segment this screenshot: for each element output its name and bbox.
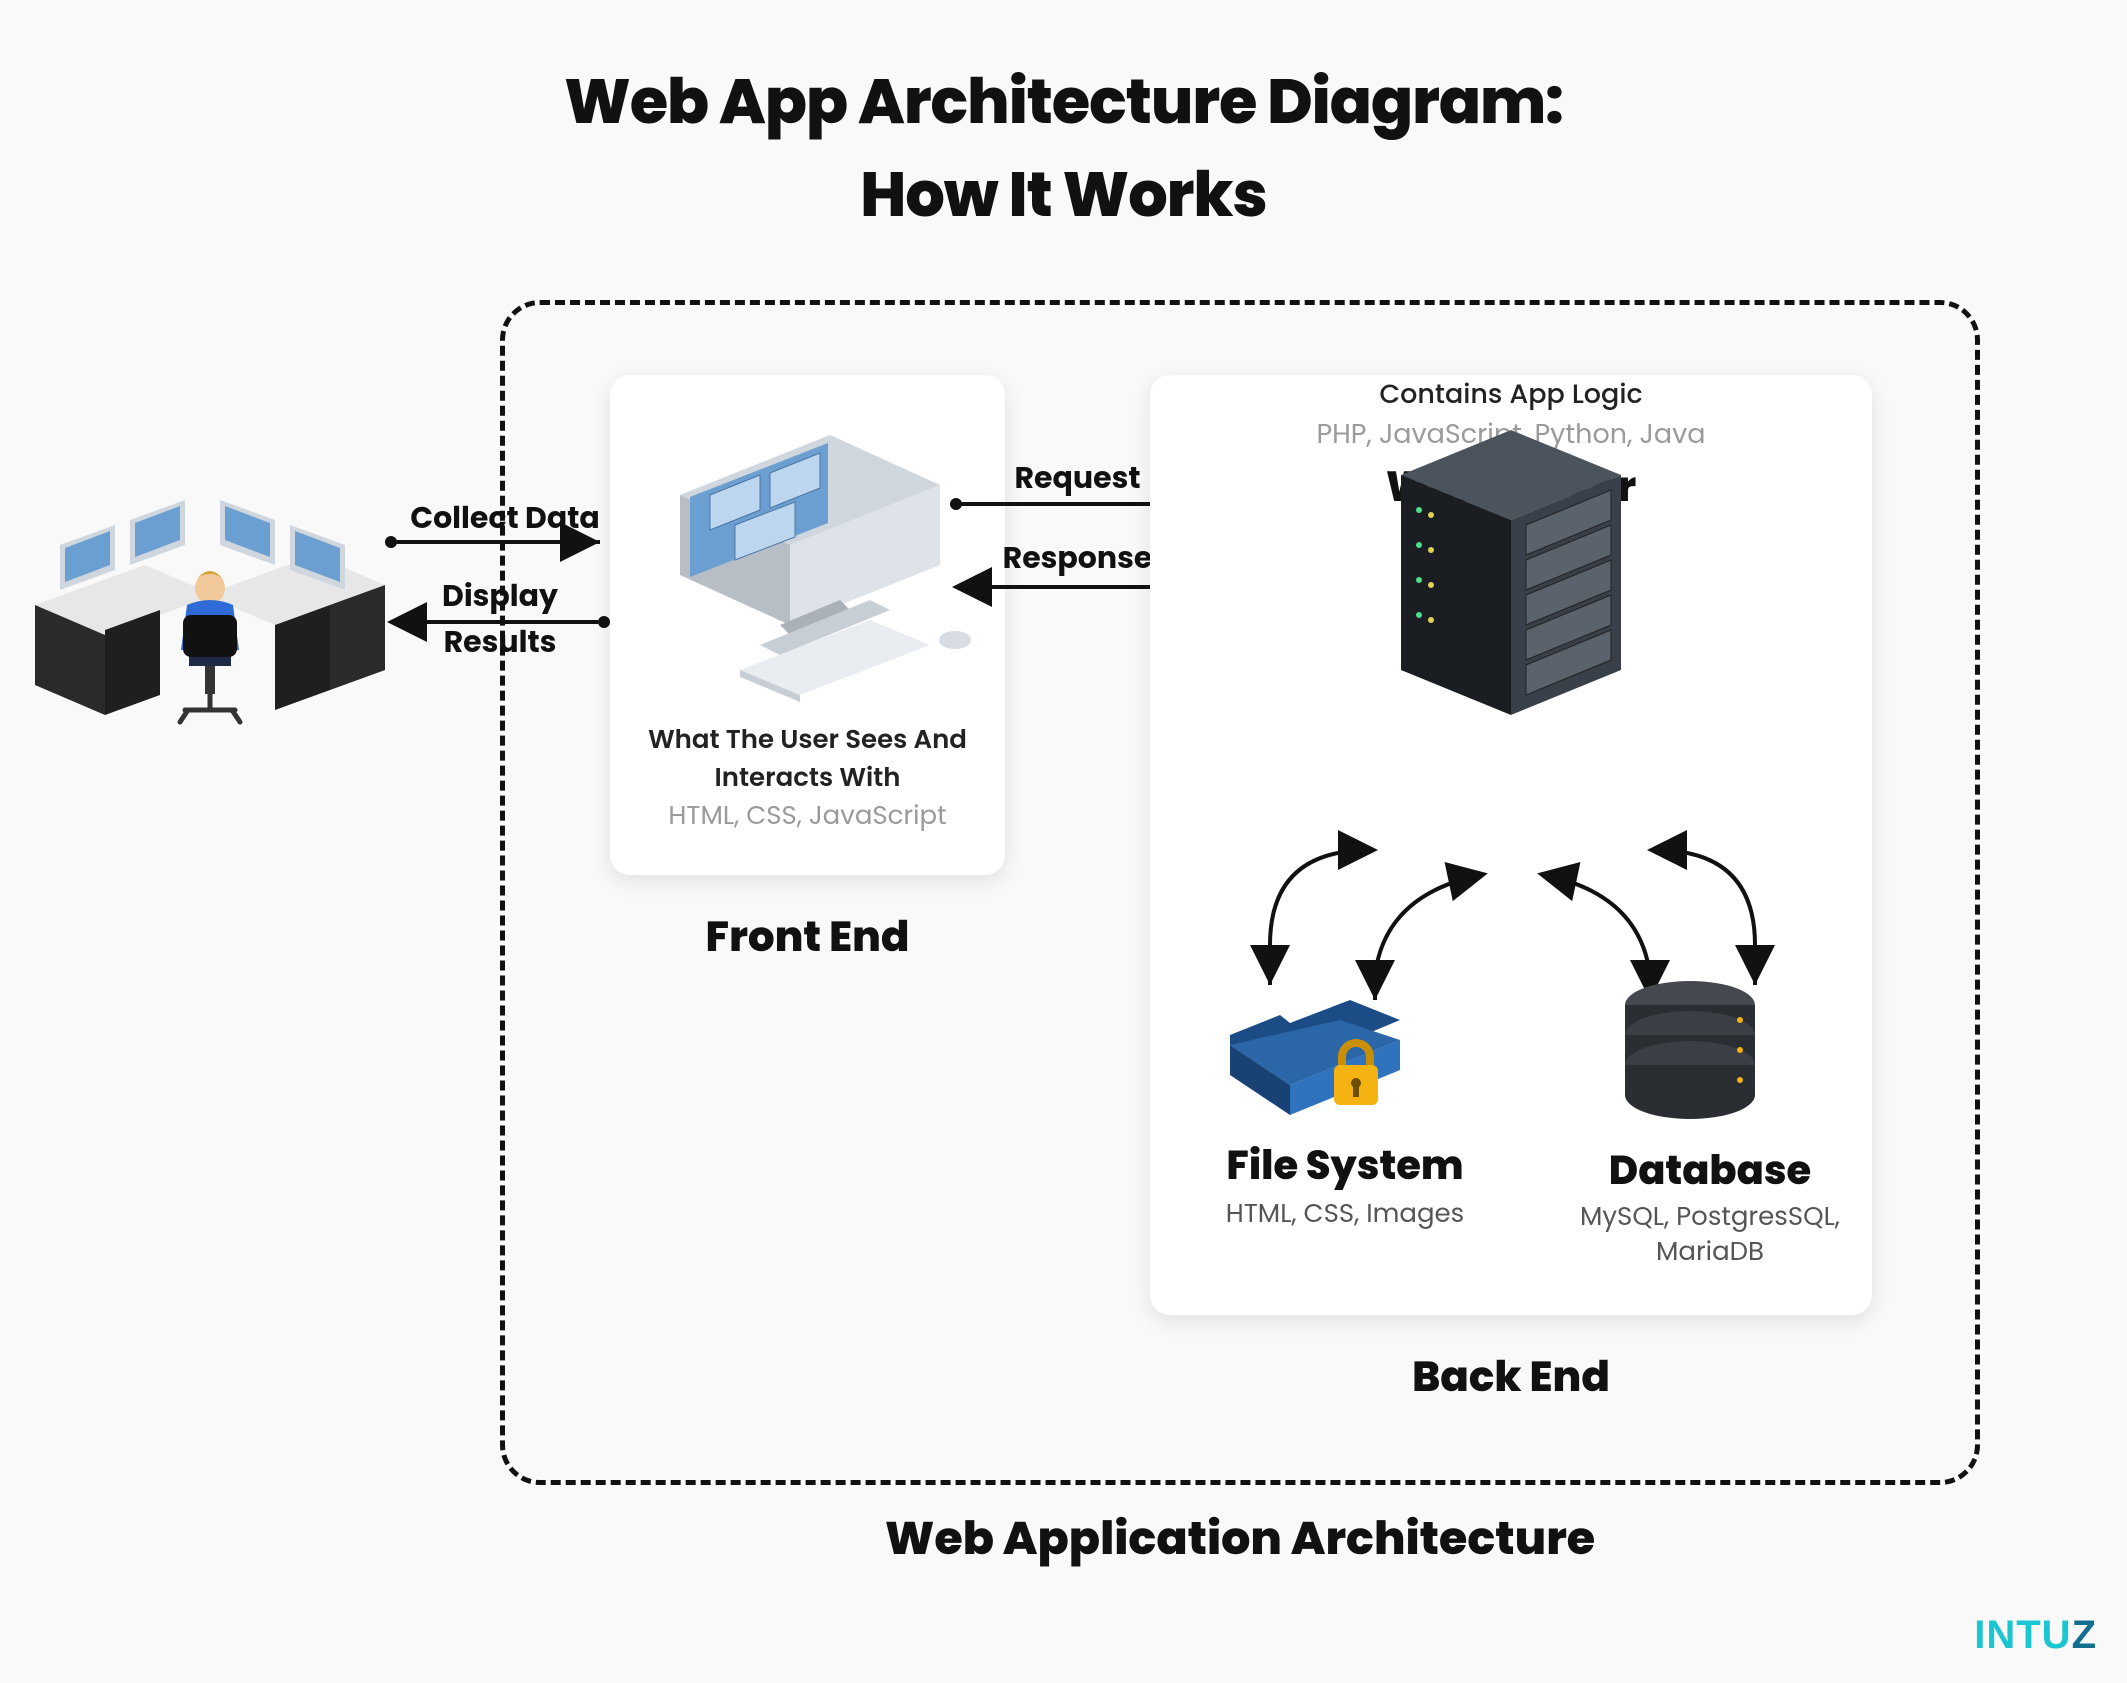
arrow-user-to-fe (385, 530, 610, 554)
database-icon (1610, 975, 1770, 1135)
front-end-tech: HTML, CSS, JavaScript (610, 797, 1005, 836)
file-system-title: File System (1180, 1135, 1510, 1195)
brand-logo: INTUZ (1974, 1613, 2097, 1658)
brand-part-1: INTU (1974, 1613, 2071, 1657)
database-title: Database (1550, 1140, 1870, 1200)
architecture-container-label: Web Application Architecture (500, 1505, 1980, 1574)
title-line-1: Web App Architecture Diagram: (564, 58, 1563, 145)
front-end-label: Front End (610, 905, 1005, 968)
server-rack-icon (1361, 395, 1661, 735)
desktop-computer-icon (610, 375, 1005, 715)
diagram-canvas: Web App Architecture Diagram: How It Wor… (0, 0, 2127, 1683)
page-title: Web App Architecture Diagram: How It Wor… (0, 55, 2127, 241)
front-end-card: What The User Sees And Interacts With HT… (610, 375, 1005, 875)
back-end-label: Back End (1150, 1345, 1872, 1408)
database-sub: MySQL, PostgresSQL, MariaDB (1550, 1200, 1870, 1270)
brand-part-2: Z (2072, 1613, 2097, 1657)
arrow-fe-to-user (385, 610, 610, 634)
front-end-description: What The User Sees And Interacts With (610, 722, 1005, 797)
file-system-icon (1220, 975, 1420, 1135)
user-workstation-icon (25, 455, 395, 735)
file-system-sub: HTML, CSS, Images (1180, 1195, 1510, 1234)
title-line-2: How It Works (860, 151, 1266, 238)
